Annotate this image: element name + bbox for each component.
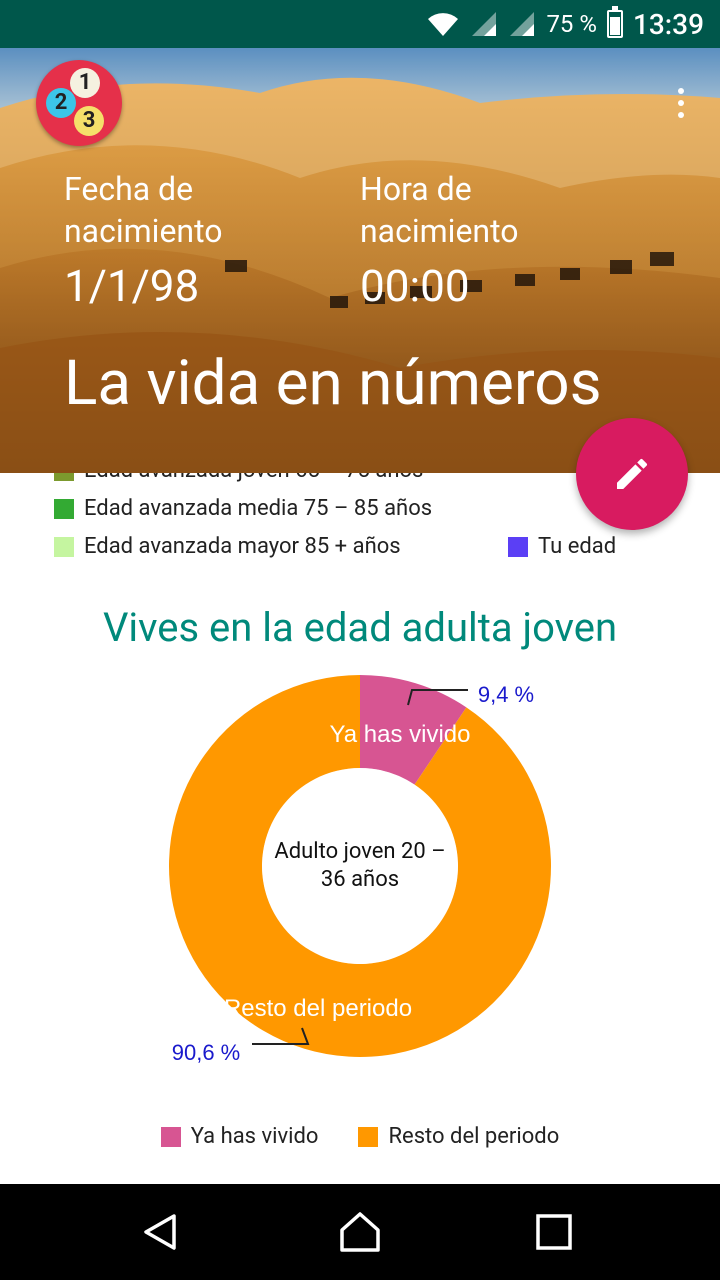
legend-swatch <box>508 536 528 557</box>
chart-legend: Ya has vivido Resto del periodo <box>0 1124 720 1149</box>
slice-percent-label: 90,6 % <box>172 1040 241 1065</box>
donut-chart: Ya has vivido 9,4 % Resto del periodo 90,6 … <box>168 675 551 1065</box>
cell-signal-icon-2 <box>510 12 535 36</box>
legend-swatch <box>54 536 74 557</box>
chart-legend-swatch <box>358 1126 379 1147</box>
chart-legend-swatch <box>160 1126 181 1147</box>
legend-label: Edad avanzada mayor 85 + años <box>84 534 401 559</box>
header-banner: 1 2 3 Fecha de nacimiento 1/1/98 Hora de… <box>0 48 720 473</box>
birth-date-value: 1/1/98 <box>64 260 200 312</box>
chart-legend-item: Resto del periodo <box>358 1124 559 1149</box>
donut-hole <box>272 778 448 954</box>
status-bar: 75 % 13:39 <box>0 0 720 48</box>
card-bottom-edge <box>0 1150 720 1184</box>
logo-digit-3: 3 <box>74 106 104 136</box>
slice-label: Ya has vivido <box>330 721 471 748</box>
legend-label: Edad avanzada media 75 – 85 años <box>84 496 433 521</box>
home-icon[interactable] <box>338 1210 382 1254</box>
desert-background-image <box>0 48 720 473</box>
battery-icon <box>606 6 623 38</box>
legend-item: Edad avanzada mayor 85 + años <box>54 534 401 559</box>
slice-percent-label: 9,4 % <box>478 682 534 707</box>
birth-date-label: Fecha de nacimiento <box>64 170 223 250</box>
donut-slice <box>168 675 551 1057</box>
clock: 13:39 <box>632 7 704 41</box>
wifi-icon <box>428 13 459 36</box>
page-title: La vida en números <box>64 347 602 420</box>
chart-legend-label: Ya has vivido <box>190 1124 319 1149</box>
legend-label: Tu edad <box>538 534 617 559</box>
back-icon[interactable] <box>140 1212 180 1252</box>
section-title: Vives en la edad adulta joven <box>102 604 618 651</box>
navigation-bar <box>0 1184 720 1280</box>
battery-percent: 75 % <box>546 10 597 38</box>
legend-item: Edad avanzada media 75 – 85 años <box>54 496 432 521</box>
recents-icon[interactable] <box>534 1212 574 1252</box>
logo-digit-1: 1 <box>70 68 100 98</box>
logo-digit-2: 2 <box>46 88 76 118</box>
app-logo: 1 2 3 <box>36 60 122 146</box>
chart-legend-item: Ya has vivido <box>160 1124 319 1149</box>
status-icons: 75 % 13:39 <box>426 0 704 48</box>
edit-button[interactable] <box>576 418 688 530</box>
pencil-icon <box>617 458 648 489</box>
slice-label: Resto del periodo <box>224 995 412 1022</box>
birth-time-value: 00:00 <box>360 260 470 312</box>
leader-line <box>407 689 468 706</box>
chart-legend-label: Resto del periodo <box>388 1124 560 1149</box>
chart-center-label: Adulto joven 20 – 36 años <box>274 839 446 892</box>
leader-line <box>252 1027 310 1045</box>
legend-swatch <box>54 498 74 519</box>
donut-slice <box>360 675 467 785</box>
legend-item: Tu edad <box>508 534 616 559</box>
donut-inner-ring <box>262 768 458 964</box>
overflow-menu-icon[interactable] <box>676 88 686 124</box>
birth-time-label: Hora de nacimiento <box>360 170 519 250</box>
cell-signal-icon <box>472 12 497 36</box>
